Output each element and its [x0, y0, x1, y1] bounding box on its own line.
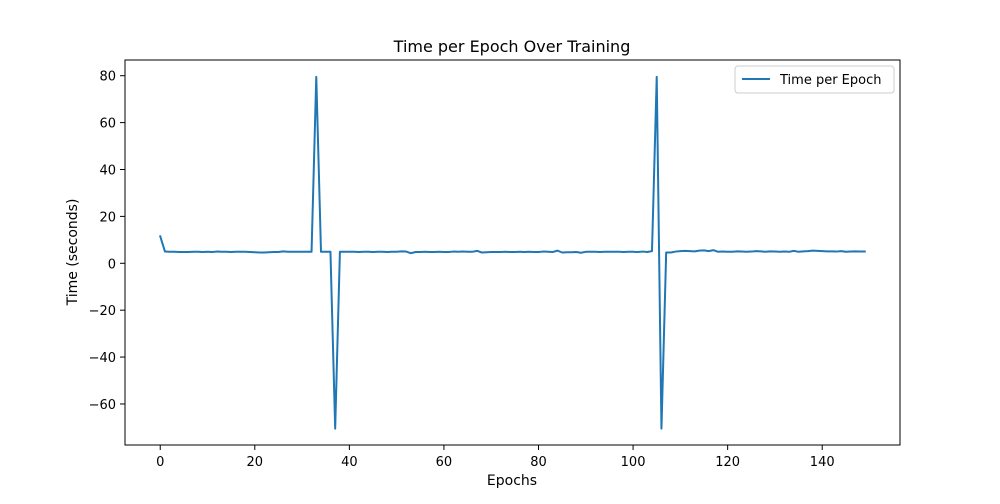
- x-tick-label: 60: [436, 455, 453, 470]
- y-tick-label: −40: [89, 351, 116, 366]
- y-tick-label: 60: [99, 117, 116, 132]
- x-tick-label: 100: [621, 455, 646, 470]
- x-tick-label: 120: [715, 455, 740, 470]
- x-tick-label: 140: [810, 455, 835, 470]
- y-tick-label: 40: [99, 163, 116, 178]
- series-layer: [158, 75, 866, 430]
- legend-label: Time per Epoch: [779, 73, 881, 88]
- legend: Time per Epoch: [734, 65, 895, 94]
- y-tick-label: 20: [99, 210, 116, 225]
- x-axis-label: Epochs: [487, 473, 537, 489]
- y-tick-label: 80: [99, 70, 116, 85]
- x-tick-label: 0: [156, 455, 164, 470]
- y-axis-label: Time (seconds): [65, 199, 81, 307]
- y-axis-ticks: −60 −40 −20 0 20 40 60 80: [89, 70, 125, 413]
- x-tick-label: 80: [530, 455, 547, 470]
- y-tick-label: 0: [108, 257, 116, 272]
- legend-box: [734, 65, 895, 94]
- x-tick-label: 40: [341, 455, 358, 470]
- y-tick-label: −20: [89, 304, 116, 319]
- y-tick-label: −60: [89, 398, 116, 413]
- chart-title: Time per Epoch Over Training: [393, 37, 631, 56]
- series-line-0: [158, 75, 866, 430]
- x-tick-label: 20: [247, 455, 264, 470]
- plot-area-frame: [124, 59, 901, 446]
- x-axis-ticks: 0 20 40 60 80 100 120 140: [156, 445, 835, 470]
